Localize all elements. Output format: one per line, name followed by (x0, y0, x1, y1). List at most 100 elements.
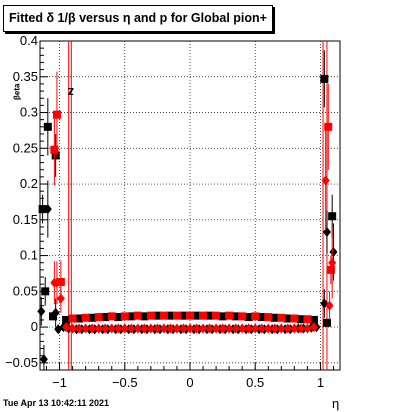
data-point-square (127, 312, 136, 321)
data-point-square (172, 311, 181, 320)
data-point-square (290, 314, 299, 323)
data-point-diamond (159, 323, 168, 334)
data-point-square (49, 312, 58, 321)
data-point-diamond (218, 323, 227, 334)
data-point-square (322, 318, 331, 327)
data-point-diamond (52, 277, 61, 288)
data-point-diamond (75, 323, 84, 334)
data-point-diamond (212, 323, 221, 334)
data-point-square (225, 311, 234, 320)
data-point-diamond (251, 323, 260, 334)
data-point-square (238, 312, 247, 321)
y-tick-label: 0.4 (20, 33, 38, 48)
data-point-diamond (325, 300, 334, 311)
chart-title: Fitted δ 1/β versus η and p for Global p… (3, 5, 273, 32)
data-point-square (107, 312, 116, 321)
y-tick-label: 0.35 (13, 69, 38, 84)
data-point-diamond (329, 246, 338, 257)
data-point-square (43, 122, 52, 131)
y-tick-label: 0.3 (20, 105, 38, 120)
y-tick-label: 0.2 (20, 176, 38, 191)
data-point-diamond (186, 323, 194, 334)
data-point-square (75, 314, 84, 323)
x-tick-label: 0.5 (246, 375, 264, 390)
y-tick-label: 0.15 (13, 212, 38, 227)
data-point-square (62, 315, 71, 324)
data-point-diamond (231, 323, 240, 334)
data-point-diamond (303, 323, 312, 334)
data-point-diamond (322, 226, 331, 237)
data-point-diamond (172, 323, 181, 334)
data-point-diamond (283, 323, 292, 334)
data-point-square (244, 313, 253, 322)
data-point-square (68, 314, 77, 323)
data-point-square (81, 313, 90, 322)
data-point-square (192, 311, 201, 320)
y-tick-label: 0.25 (13, 140, 38, 155)
data-point-square (146, 311, 155, 320)
data-point-diamond (238, 323, 247, 334)
data-point-square (133, 311, 142, 320)
data-point-diamond (140, 323, 149, 334)
data-point-diamond (192, 323, 201, 334)
data-point-diamond (328, 257, 337, 268)
data-point-square (179, 311, 188, 320)
y-tick-label: 0.1 (20, 248, 38, 263)
data-point-square (270, 313, 279, 322)
data-point-diamond (205, 323, 214, 334)
data-point-diamond (321, 175, 330, 186)
data-point-diamond (277, 323, 286, 334)
data-point-square (326, 265, 335, 274)
data-point-diamond (244, 323, 253, 334)
data-point-diamond (264, 323, 273, 334)
data-point-square (303, 315, 312, 324)
x-tick-label: 0 (186, 375, 193, 390)
data-point-square (94, 313, 103, 322)
data-point-square (257, 313, 266, 322)
data-point-square (140, 312, 149, 321)
data-point-diamond (107, 323, 116, 334)
data-point-diamond (81, 323, 90, 334)
data-point-diamond (179, 323, 188, 334)
data-point-square (166, 311, 175, 320)
data-point-diamond (39, 354, 48, 365)
data-point-diamond (88, 323, 97, 334)
data-point-square (296, 315, 305, 324)
data-point-square (231, 312, 240, 321)
data-point-square (88, 313, 97, 322)
data-point-square (153, 311, 162, 320)
data-point-diamond (101, 323, 110, 334)
x-axis-label: η (332, 396, 340, 411)
data-point-diamond (94, 323, 103, 334)
data-point-square (41, 287, 50, 296)
data-point-square (324, 122, 333, 131)
data-point-diamond (51, 307, 60, 318)
data-point-square (264, 313, 273, 322)
data-point-diamond (146, 323, 155, 334)
data-point-square (199, 311, 208, 320)
data-point-square (328, 212, 337, 221)
y-tick-label: −0.05 (5, 355, 38, 370)
data-point-square (309, 315, 318, 324)
data-point-square (52, 110, 61, 119)
data-point-diamond (225, 323, 234, 334)
data-point-diamond (166, 323, 175, 334)
data-point-square (38, 205, 47, 214)
data-point-diamond (37, 306, 46, 317)
data-point-square (320, 74, 329, 83)
timestamp: Tue Apr 13 10:42:11 2021 (3, 398, 110, 408)
data-point-diamond (199, 323, 208, 334)
data-point-square (218, 312, 227, 321)
data-point-square (205, 311, 214, 320)
x-tick-label: 1 (317, 375, 324, 390)
data-point-diamond (68, 323, 77, 334)
data-point-square (114, 313, 123, 322)
data-point-square (277, 313, 286, 322)
data-point-square (159, 311, 168, 320)
data-point-diamond (257, 323, 266, 334)
data-point-diamond (114, 323, 123, 334)
data-point-square (50, 145, 59, 154)
data-point-square (120, 312, 129, 321)
data-point-square (251, 312, 260, 321)
data-point-diamond (309, 322, 318, 333)
